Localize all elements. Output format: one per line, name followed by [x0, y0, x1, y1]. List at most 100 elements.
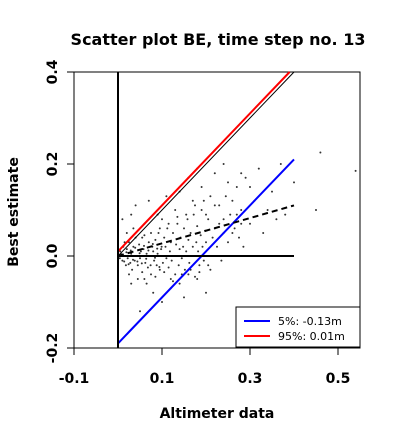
scatter-point [136, 278, 139, 280]
scatter-point [121, 218, 124, 221]
scatter-point [209, 195, 212, 198]
scatter-point [185, 250, 188, 253]
scatter-point [143, 244, 145, 247]
scatter-point [186, 218, 189, 221]
scatter-point [218, 222, 221, 225]
scatter-point [145, 252, 148, 255]
scatter-point [174, 209, 177, 211]
scatter-point [156, 252, 159, 255]
scatter-point [244, 176, 247, 179]
scatter-point [233, 227, 236, 230]
scatter-point [196, 225, 199, 228]
scatter-point [189, 232, 192, 234]
scatter-point [202, 199, 205, 202]
scatter-point [154, 238, 157, 241]
line-5% [117, 158, 295, 345]
scatter-point [231, 232, 234, 234]
scatter-point [195, 241, 198, 244]
scatter-point [242, 245, 245, 248]
scatter-point [211, 236, 214, 239]
scatter-point [249, 222, 251, 225]
scatter-point [191, 199, 194, 202]
scatter-point [207, 264, 210, 267]
x-tick-label: 0.1 [150, 371, 175, 387]
legend-label-5pct: 5%: -0.13m [278, 315, 342, 328]
scatter-point [172, 280, 174, 283]
scatter-point [235, 213, 238, 216]
x-tick-label: 0.3 [238, 371, 263, 387]
scatter-point [183, 268, 186, 271]
scatter-point [176, 222, 179, 225]
scatter-points [118, 151, 357, 313]
scatter-point [170, 259, 173, 262]
x-axis-label: Altimeter data [160, 406, 275, 422]
reference-lines [117, 71, 295, 348]
y-tick-label: 0.2 [45, 152, 61, 177]
scatter-point [240, 222, 243, 225]
scatter-point [176, 215, 179, 218]
scatter-point [154, 256, 156, 259]
scatter-point [202, 259, 205, 262]
scatter-point [138, 243, 141, 246]
scatter-point [161, 301, 163, 303]
scatter-point [158, 268, 161, 271]
scatter-point [271, 190, 273, 193]
scatter-point [145, 257, 148, 260]
scatter-point [172, 232, 174, 234]
scatter-point [163, 271, 166, 274]
scatter-point [130, 213, 133, 216]
scatter-point [227, 181, 229, 184]
x-tick-label: 0.5 [326, 371, 351, 387]
scatter-point [152, 291, 155, 294]
scatter-point [205, 213, 207, 216]
scatter-point [201, 245, 204, 248]
scatter-point [125, 251, 128, 254]
scatter-point [229, 213, 232, 216]
scatter-point [161, 218, 163, 221]
scatter-point [143, 234, 146, 237]
scatter-point [194, 275, 196, 278]
scatter-point [240, 209, 243, 211]
scatter-point [196, 278, 199, 280]
scatter-point [235, 186, 238, 188]
scatter-point [155, 264, 158, 267]
scatter-point [160, 245, 163, 248]
scatter-point [182, 245, 185, 248]
scatter-point [129, 261, 132, 264]
scatter-point [130, 282, 133, 285]
scatter-point [163, 236, 166, 239]
scatter-point [165, 257, 168, 260]
scatter-point [140, 262, 143, 265]
scatter-point [205, 291, 207, 294]
scatter-point [187, 238, 190, 241]
scatter-point [131, 268, 134, 271]
scatter-point [192, 213, 195, 216]
scatter-point [178, 248, 181, 251]
legend-box [235, 306, 361, 348]
scatter-point [121, 259, 124, 262]
scatter-point [209, 268, 212, 271]
scatter-point [129, 249, 132, 252]
scatter-point [127, 263, 130, 266]
scatter-point [169, 278, 172, 280]
line-identity [117, 71, 295, 257]
scatter-point [132, 245, 135, 248]
scatter-point [227, 241, 229, 244]
x-axis: -0.1 0.1 0.3 0.5 [59, 348, 351, 387]
scatter-point [134, 204, 137, 207]
scatter-point [178, 282, 181, 285]
scatter-point [161, 261, 164, 264]
scatter-point [175, 243, 178, 246]
scatter-point [132, 258, 134, 261]
scatter-point [238, 236, 240, 239]
scatter-point [164, 245, 167, 248]
scatter-point [200, 186, 203, 188]
scatter-point [284, 213, 287, 216]
scatter-point [151, 243, 154, 245]
scatter-point [279, 163, 282, 165]
scatter-point [147, 199, 150, 202]
scatter-point [183, 296, 185, 299]
scatter-point [266, 209, 269, 211]
scatter-point [141, 271, 144, 274]
